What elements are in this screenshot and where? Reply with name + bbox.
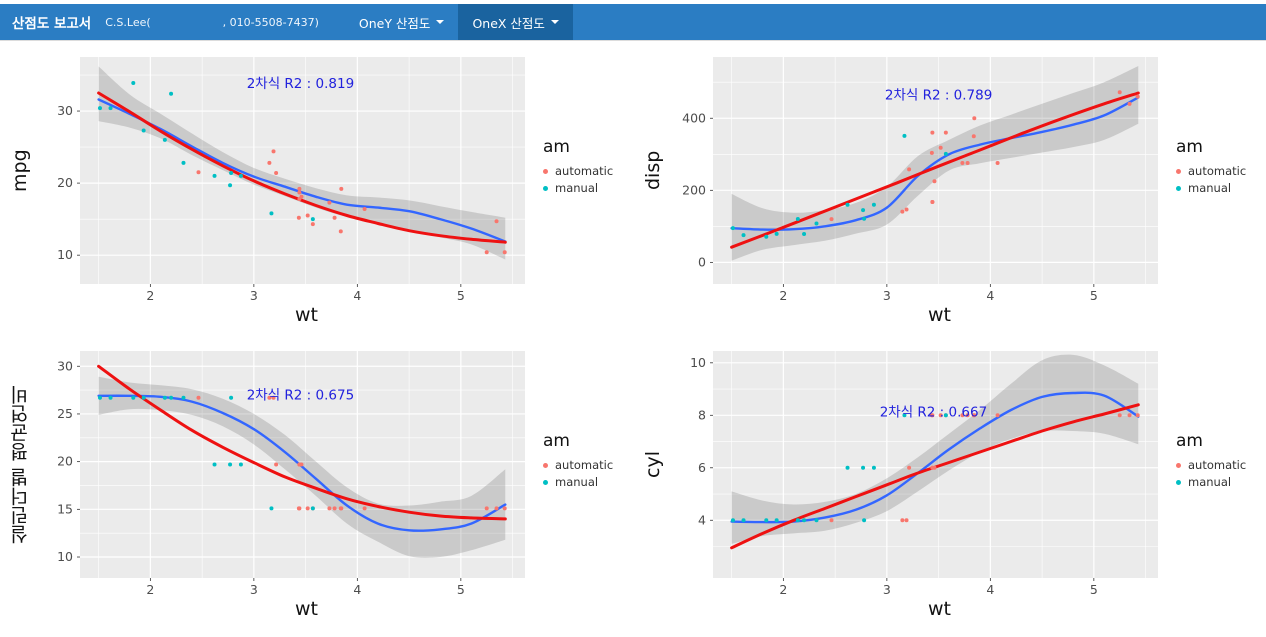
y-axis-label: cyl	[642, 451, 664, 478]
svg-text:5: 5	[457, 582, 465, 597]
legend: am automatic manual	[1176, 431, 1266, 492]
x-axis-label: wt	[928, 598, 951, 620]
svg-text:200: 200	[682, 182, 706, 197]
svg-text:3: 3	[250, 582, 258, 597]
legend-item-manual: manual	[543, 475, 633, 489]
svg-text:2차식 R2 : 0.675: 2차식 R2 : 0.675	[247, 388, 354, 404]
chart-canvas-mpg-wt: 2 3 4 5 10 20 30 2차식 R2 : 0.819	[57, 57, 525, 303]
chart-mpg-wt: mpg 2 3 4 5 10 20 30 2차식 R2 : 0.819 wt am autom…	[0, 47, 633, 341]
nav-dropdown-oney[interactable]: OneY 산점도	[345, 4, 459, 40]
svg-text:15: 15	[57, 501, 73, 516]
svg-text:2: 2	[779, 582, 787, 597]
manual-point-icon	[1176, 185, 1181, 191]
automatic-point-icon	[543, 462, 548, 468]
svg-text:20: 20	[57, 454, 73, 469]
svg-text:8: 8	[698, 407, 706, 422]
manual-point-icon	[1176, 479, 1181, 485]
legend-title: am	[543, 137, 570, 157]
legend: am automatic manual	[543, 431, 633, 492]
legend-label: manual	[555, 181, 599, 195]
legend-title: am	[1176, 137, 1203, 157]
svg-text:3: 3	[250, 288, 258, 303]
legend-item-automatic: automatic	[1176, 164, 1266, 178]
caret-down-icon	[550, 20, 559, 24]
legend-label: automatic	[555, 458, 614, 472]
svg-text:3: 3	[883, 582, 891, 597]
svg-text:2차식 R2 : 0.819: 2차식 R2 : 0.819	[247, 76, 354, 92]
x-axis-label: wt	[295, 304, 318, 326]
legend-label: manual	[555, 475, 599, 489]
svg-text:400: 400	[682, 110, 706, 125]
automatic-point-icon	[1176, 168, 1181, 174]
legend: am automatic manual	[543, 137, 633, 198]
navbar-author-text: C.S.Lee(	[105, 15, 151, 29]
legend: am automatic manual	[1176, 137, 1266, 198]
legend-item-manual: manual	[543, 181, 633, 195]
legend-item-automatic: automatic	[1176, 458, 1266, 472]
legend-label: manual	[1188, 475, 1232, 489]
legend-item-automatic: automatic	[543, 458, 633, 472]
svg-text:4: 4	[698, 512, 706, 527]
x-axis-label: wt	[295, 598, 318, 620]
app-title[interactable]: 산점도 보고서	[12, 16, 92, 32]
legend-item-manual: manual	[1176, 181, 1266, 195]
svg-text:10: 10	[57, 247, 73, 262]
caret-down-icon	[436, 20, 445, 24]
chart-canvas-cyl-wt: 2 3 4 5 4 6 8 10 2차식 R2 : 0.667	[690, 351, 1158, 597]
legend-item-automatic: automatic	[543, 164, 633, 178]
manual-point-icon	[543, 185, 548, 191]
chart-disp-wt: disp 2 3 4 5 0 200 400 2차식 R2 : 0.789 wt am aut…	[633, 47, 1266, 341]
y-axis-label: mpg	[9, 149, 31, 192]
svg-text:4: 4	[986, 582, 994, 597]
svg-text:2: 2	[146, 288, 154, 303]
legend-label: manual	[1188, 181, 1232, 195]
svg-text:0: 0	[698, 254, 706, 269]
automatic-point-icon	[543, 168, 548, 174]
legend-title: am	[1176, 431, 1203, 451]
nav-dropdown-onex-label: OneX 산점도	[472, 15, 545, 31]
legend-label: automatic	[555, 164, 614, 178]
svg-text:20: 20	[57, 175, 73, 190]
svg-text:2: 2	[146, 582, 154, 597]
svg-text:2: 2	[779, 288, 787, 303]
y-axis-label: disp	[642, 150, 664, 191]
navbar: 산점도 보고서 C.S.Lee( , 010-5508-7437) OneY 산…	[0, 4, 1266, 41]
svg-text:25: 25	[57, 406, 73, 421]
plot-grid: mpg 2 3 4 5 10 20 30 2차식 R2 : 0.819 wt am autom…	[0, 41, 1266, 635]
svg-text:6: 6	[698, 460, 706, 475]
svg-text:3: 3	[883, 288, 891, 303]
legend-title: am	[543, 431, 570, 451]
svg-text:4: 4	[986, 288, 994, 303]
chart-canvas-avgmpg-wt: 2 3 4 5 10 15 20 25 30 2차식 R2 : 0.675	[57, 351, 525, 597]
svg-text:10: 10	[690, 355, 706, 370]
svg-text:10: 10	[57, 549, 73, 564]
legend-item-manual: manual	[1176, 475, 1266, 489]
svg-text:30: 30	[57, 358, 73, 373]
svg-text:5: 5	[457, 288, 465, 303]
svg-text:5: 5	[1090, 582, 1098, 597]
svg-text:4: 4	[353, 582, 361, 597]
svg-text:4: 4	[353, 288, 361, 303]
chart-canvas-disp-wt: 2 3 4 5 0 200 400 2차식 R2 : 0.789	[682, 57, 1158, 303]
x-axis-label: wt	[928, 304, 951, 326]
manual-point-icon	[543, 479, 548, 485]
chart-cyl-wt: cyl 2 3 4 5 4 6 8 10 2차식 R2 : 0.667 wt am automa…	[633, 341, 1266, 635]
automatic-point-icon	[1176, 462, 1181, 468]
svg-text:5: 5	[1090, 288, 1098, 303]
svg-text:2차식 R2 : 0.789: 2차식 R2 : 0.789	[885, 88, 992, 104]
navbar-phone-text: , 010-5508-7437)	[222, 15, 319, 29]
legend-label: automatic	[1188, 458, 1247, 472]
legend-label: automatic	[1188, 164, 1247, 178]
chart-avgmpg-wt: 실린더별 평균연비 2 3 4 5 10 15 20 25 30 2차식 R2 : 0.675 w…	[0, 341, 633, 635]
navbar-menu: OneY 산점도 OneX 산점도	[345, 4, 573, 40]
nav-dropdown-oney-label: OneY 산점도	[358, 15, 431, 31]
y-axis-label: 실린더별 평균연비	[9, 385, 32, 544]
svg-text:30: 30	[57, 103, 73, 118]
nav-dropdown-onex[interactable]: OneX 산점도	[458, 4, 573, 40]
svg-text:2차식 R2 : 0.667: 2차식 R2 : 0.667	[880, 405, 987, 421]
